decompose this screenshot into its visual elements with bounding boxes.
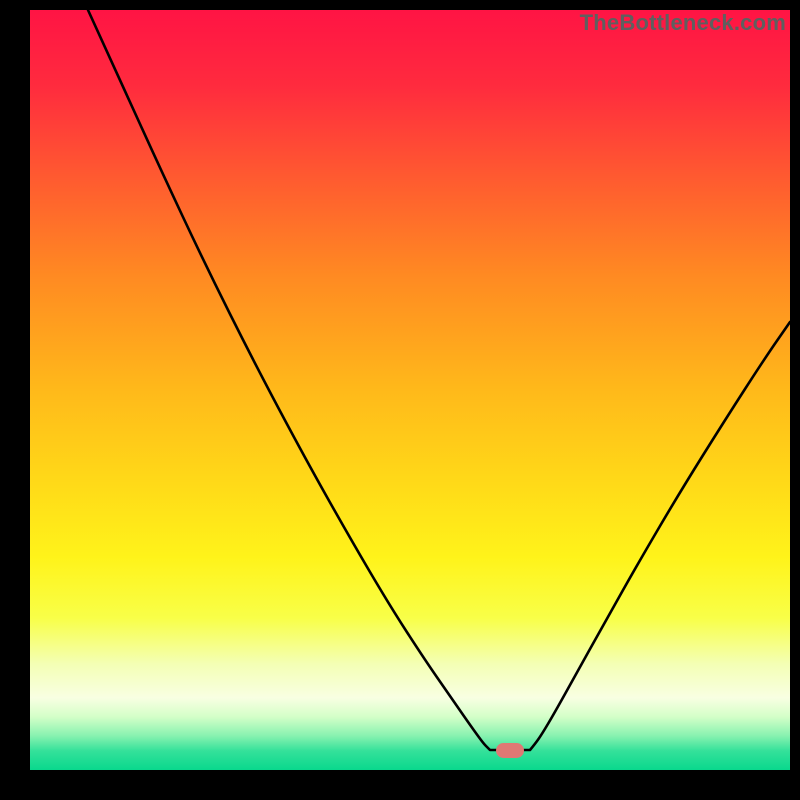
curve-path <box>88 10 790 750</box>
optimum-marker <box>496 743 524 758</box>
chart-frame: TheBottleneck.com <box>0 0 800 800</box>
plot-area <box>30 10 790 770</box>
bottleneck-curve <box>30 10 790 770</box>
watermark-text: TheBottleneck.com <box>580 10 786 36</box>
